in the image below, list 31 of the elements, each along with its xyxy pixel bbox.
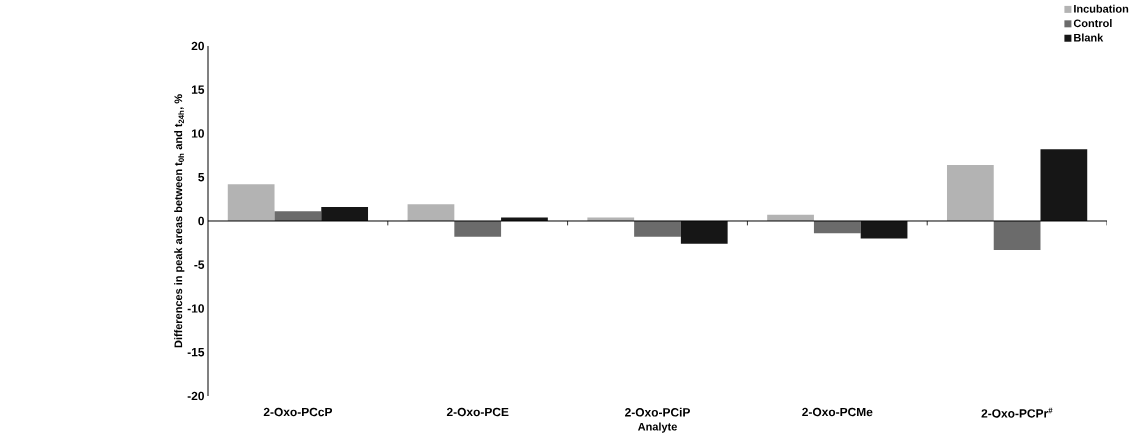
bar	[1040, 149, 1088, 221]
legend-label: Incubation	[1074, 4, 1129, 13]
y-tick-label: -10	[187, 304, 204, 313]
y-tick-label: 5	[198, 173, 205, 182]
bar	[227, 184, 275, 221]
y-tick-label: 20	[191, 41, 204, 51]
y-tick-label: 15	[191, 85, 205, 94]
y-tick-label: 10	[191, 129, 204, 138]
x-tick-label: 2-Oxo-PCcP	[263, 407, 333, 417]
y-axis-title: Differences in peak areas between t$_{0h}$ and t$_{24h}$, %	[174, 94, 185, 348]
bar	[860, 221, 908, 239]
bar	[946, 165, 994, 221]
bar	[813, 221, 861, 234]
bar	[407, 204, 455, 221]
bar	[454, 221, 502, 237]
bar	[993, 221, 1041, 250]
x-tick-label: 2-Oxo-PCiP	[625, 407, 690, 417]
x-tick-label: 2-Oxo-PCE	[446, 407, 509, 417]
legend-label: Blank	[1074, 33, 1104, 42]
bar	[634, 221, 681, 237]
x-tick-label: 2-Oxo-PCPr$^{#}$	[981, 407, 1053, 418]
x-tick-label: 2-Oxo-PCMe	[802, 407, 873, 417]
y-tick-label: 0	[198, 216, 204, 226]
y-tick-label: -15	[187, 348, 205, 357]
bar	[321, 207, 369, 221]
bar	[680, 221, 728, 244]
legend-label: Control	[1073, 19, 1112, 28]
y-tick-label: -20	[187, 391, 204, 401]
x-axis-title: Analyte	[637, 422, 677, 433]
bar	[274, 211, 322, 221]
y-tick-label: -5	[194, 260, 205, 269]
